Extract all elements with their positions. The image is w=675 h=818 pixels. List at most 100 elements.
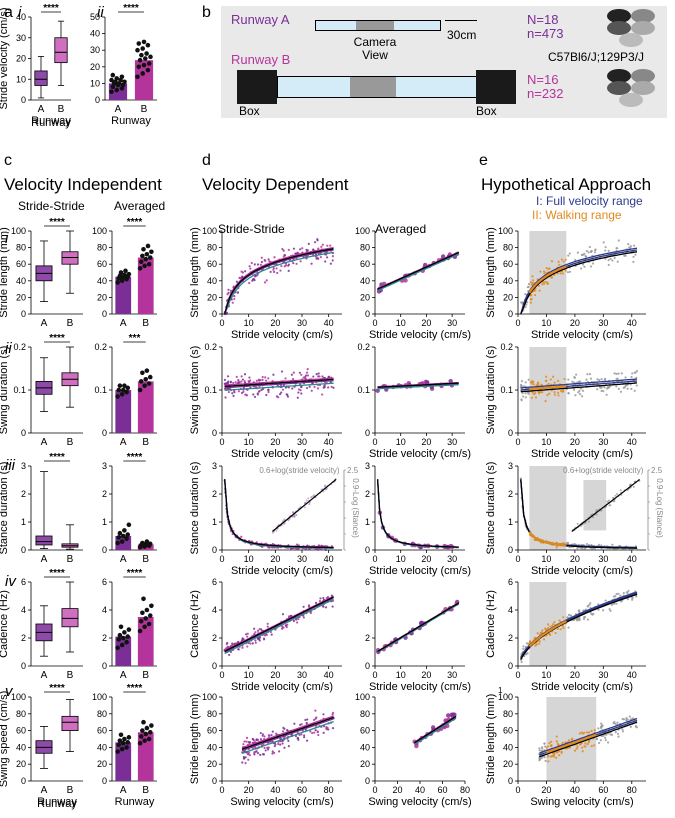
inset-point — [295, 514, 298, 517]
scatter-point — [629, 244, 632, 248]
scatter-point — [635, 726, 638, 729]
scatter-point — [545, 266, 548, 270]
scatter-point — [266, 625, 269, 628]
scatter-point — [595, 737, 598, 740]
y-tick-label: 0 — [21, 545, 26, 555]
scatter-point — [578, 389, 581, 393]
bar-datapoint — [147, 729, 153, 735]
scatter-point — [577, 380, 580, 384]
scatter-point — [280, 370, 284, 373]
scatter-point — [556, 272, 559, 275]
scatter-point — [602, 734, 605, 737]
scatter-point — [300, 733, 303, 736]
bar-datapoint — [119, 74, 125, 80]
y-axis-label: Stride length (mm) — [485, 694, 497, 784]
bar-datapoint — [138, 734, 144, 739]
scatter-point — [269, 270, 272, 273]
bar-datapoint — [122, 79, 127, 85]
mouse-group-a-icon — [607, 9, 655, 47]
scatter-point — [575, 747, 578, 750]
bar-datapoint — [116, 535, 122, 540]
scatter-point — [621, 730, 625, 733]
scatter-point — [520, 385, 523, 388]
x-tick-label: 20 — [270, 554, 280, 564]
scatter-point — [608, 608, 611, 611]
x-axis-label: Stride velocity (cm/s) — [369, 565, 471, 577]
x-tick-label: 30 — [297, 318, 307, 328]
scatter-point — [263, 746, 266, 750]
y-axis-label: Stance duration (s) — [189, 462, 201, 555]
scatter-point — [560, 258, 564, 261]
scatter-point — [231, 642, 234, 645]
x-tick-label: 20 — [270, 318, 280, 328]
y-tick-label: 6 — [508, 577, 513, 587]
inset-point — [608, 504, 611, 507]
scatter-point — [243, 740, 246, 743]
fit-line — [520, 251, 638, 315]
scatter-point — [581, 263, 585, 266]
scatter-point — [574, 394, 577, 397]
scatter-point — [300, 373, 303, 376]
scatter-point — [615, 602, 618, 605]
inset-point — [322, 490, 325, 493]
scatter-point — [635, 376, 638, 379]
scatter-point — [303, 736, 306, 739]
scatter-point — [232, 394, 235, 398]
walking-fit-line — [528, 531, 567, 547]
bar-datapoint — [115, 394, 120, 399]
x-axis-label: Stride velocity (cm/s) — [369, 448, 471, 460]
y-tick-label: 0 — [365, 309, 370, 319]
inset-point — [293, 514, 296, 517]
scatter-point — [596, 378, 599, 381]
x-tick-label: 30 — [598, 554, 608, 564]
bar-datapoint — [144, 251, 150, 257]
scatter-point — [548, 742, 551, 745]
scatter-point — [331, 726, 335, 730]
scatter-point — [598, 378, 601, 382]
legend-full-range: I: Full velocity range — [536, 194, 643, 208]
scatter-point — [614, 722, 617, 725]
scatter-point — [275, 267, 278, 270]
category-label: A — [41, 554, 48, 565]
fit-line — [520, 247, 638, 315]
scatter-point — [521, 392, 524, 395]
scatter-point — [618, 544, 622, 547]
scatter-point — [536, 632, 539, 635]
scatter-point — [617, 387, 620, 390]
scatter-point — [245, 736, 249, 739]
bar-datapoint — [140, 728, 145, 733]
scatter-point — [326, 244, 329, 247]
y-tick-label: 40 — [90, 29, 100, 39]
y-tick-label: 2 — [365, 633, 370, 643]
scatter-point — [226, 293, 229, 296]
fit-line — [224, 597, 334, 653]
subheading-averaged-c: Averaged — [114, 199, 166, 213]
scatter-point — [593, 251, 597, 254]
y-tick-label: 40 — [16, 276, 26, 286]
scatter-point — [284, 264, 288, 267]
y-tick-label: 80 — [360, 709, 370, 719]
scatter-point — [578, 618, 581, 621]
scatter-point — [403, 278, 408, 283]
y-tick-label: 80 — [503, 709, 513, 719]
scatter-point — [615, 385, 618, 388]
bar-datapoint — [116, 742, 122, 748]
bar-datapoint — [136, 41, 142, 46]
scatter-point — [593, 728, 596, 732]
fit-line — [224, 382, 334, 391]
y-tick-label: 0 — [102, 776, 107, 786]
scatter-point — [270, 633, 273, 636]
bar-datapoint — [149, 603, 154, 609]
inset-point — [607, 499, 610, 502]
x-tick-label: 0 — [372, 785, 377, 795]
scatter-point — [522, 645, 525, 648]
y-axis-label: Stance duration (s) — [0, 462, 10, 555]
scatter-point — [286, 395, 290, 398]
bar-datapoint — [120, 387, 126, 393]
category-label: A — [115, 104, 122, 115]
scatter-point — [247, 379, 250, 383]
